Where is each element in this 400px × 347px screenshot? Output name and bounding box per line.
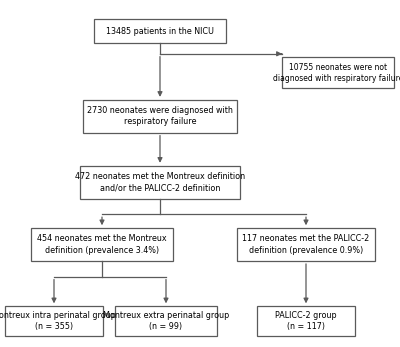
FancyBboxPatch shape	[83, 100, 237, 133]
FancyBboxPatch shape	[31, 228, 173, 261]
FancyBboxPatch shape	[80, 166, 240, 198]
Text: 117 neonates met the PALICC-2
definition (prevalence 0.9%): 117 neonates met the PALICC-2 definition…	[242, 235, 370, 255]
Text: Montreux intra perinatal group
(n = 355): Montreux intra perinatal group (n = 355)	[0, 311, 116, 331]
Text: 472 neonates met the Montreux definition
and/or the PALICC-2 definition: 472 neonates met the Montreux definition…	[75, 172, 245, 192]
Text: 2730 neonates were diagnosed with
respiratory failure: 2730 neonates were diagnosed with respir…	[87, 106, 233, 126]
FancyBboxPatch shape	[257, 306, 355, 336]
FancyBboxPatch shape	[115, 306, 217, 336]
Text: PALICC-2 group
(n = 117): PALICC-2 group (n = 117)	[275, 311, 337, 331]
Text: 10755 neonates were not
diagnosed with respiratory failure: 10755 neonates were not diagnosed with r…	[273, 63, 400, 83]
FancyBboxPatch shape	[237, 228, 375, 261]
Text: Montreux extra perinatal group
(n = 99): Montreux extra perinatal group (n = 99)	[103, 311, 229, 331]
Text: 454 neonates met the Montreux
definition (prevalence 3.4%): 454 neonates met the Montreux definition…	[37, 235, 167, 255]
FancyBboxPatch shape	[94, 19, 226, 43]
Text: 13485 patients in the NICU: 13485 patients in the NICU	[106, 27, 214, 36]
FancyBboxPatch shape	[5, 306, 103, 336]
FancyBboxPatch shape	[282, 57, 394, 88]
